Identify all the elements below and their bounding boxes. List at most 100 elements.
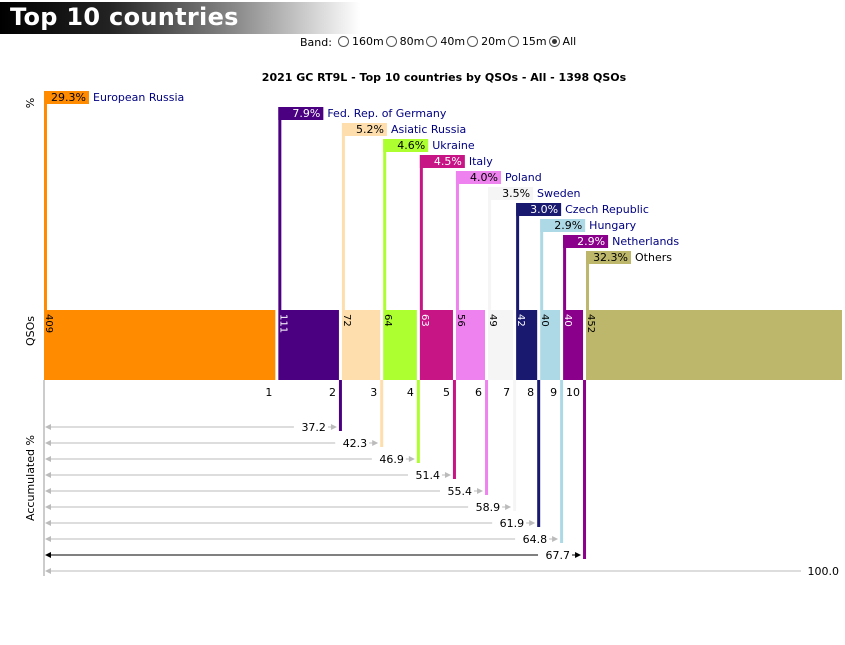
band-option-all[interactable]: All (548, 35, 577, 48)
band-option-80m[interactable]: 80m (385, 35, 425, 48)
percent-value-label: 4.6% (397, 139, 425, 152)
rank-label: 5 (443, 386, 450, 399)
percent-value-label: 2.9% (577, 235, 605, 248)
header-bar: Top 10 countries (0, 2, 360, 34)
percent-box (540, 219, 586, 232)
band-label: Band: (300, 36, 332, 49)
qso-value-label: 111 (277, 314, 288, 333)
percent-value-label: 4.5% (434, 155, 462, 168)
percent-value-label: 4.0% (470, 171, 498, 184)
accumulated-value-label: 46.9 (379, 453, 404, 466)
accumulated-label-bg (515, 532, 550, 546)
accumulated-value-label: 42.3 (343, 437, 368, 450)
band-option-label: All (562, 35, 577, 48)
percent-box (341, 123, 387, 136)
band-option-label: 40m (440, 35, 466, 48)
percent-box (488, 187, 534, 200)
country-name-label: Czech Republic (565, 203, 649, 216)
accumulated-arrowhead-right (444, 472, 451, 478)
country-name-label: Netherlands (612, 235, 679, 248)
bar-others (586, 310, 842, 380)
percent-box (419, 155, 465, 168)
qso-value-label: 72 (341, 314, 352, 327)
accumulated-value-label: 51.4 (415, 469, 440, 482)
band-radio[interactable] (507, 36, 519, 47)
rank-label: 3 (370, 386, 377, 399)
accumulated-value-label: 37.2 (301, 421, 326, 434)
country-name-label: Asiatic Russia (391, 123, 466, 136)
percent-value-label: 5.2% (356, 123, 384, 136)
accumulated-arrowhead-left (45, 424, 51, 430)
band-radio[interactable] (548, 36, 560, 47)
accumulated-arrowhead-left (45, 520, 51, 526)
qso-value-label: 40 (562, 314, 573, 327)
accumulated-arrowhead-left (45, 472, 51, 478)
qso-value-label: 42 (515, 314, 526, 327)
country-name-label: Others (635, 251, 672, 264)
country-name-label: Poland (505, 171, 542, 184)
accumulated-value-label: 100.0 (808, 565, 840, 578)
percent-box (563, 235, 609, 248)
percent-value-label: 3.5% (502, 187, 530, 200)
percent-box (278, 107, 324, 120)
rank-label: 2 (329, 386, 336, 399)
accumulated-label-bg (492, 516, 527, 530)
rank-label: 1 (265, 386, 272, 399)
band-option-label: 80m (399, 35, 425, 48)
band-option-40m[interactable]: 40m (426, 35, 465, 48)
page-title: Top 10 countries (10, 3, 239, 31)
accumulated-arrowhead-right (529, 520, 536, 526)
rank-label: 6 (475, 386, 482, 399)
band-option-15m[interactable]: 15m (507, 35, 547, 48)
country-name-label: Fed. Rep. of Germany (327, 107, 447, 120)
accumulated-value-label: 64.8 (523, 533, 548, 546)
rank-label: 4 (407, 386, 414, 399)
country-name-label: European Russia (93, 91, 184, 104)
band-option-label: 20m (481, 35, 506, 48)
accumulated-label-bg (371, 452, 406, 466)
band-radio[interactable] (385, 36, 397, 47)
band-radio[interactable] (467, 36, 479, 47)
band-option-20m[interactable]: 20m (467, 35, 506, 48)
bar-2 (278, 310, 339, 380)
country-name-label: Hungary (589, 219, 636, 232)
band-option-label: 160m (351, 35, 384, 48)
accumulated-arrowhead-left (45, 552, 51, 558)
accumulated-value-label: 61.9 (500, 517, 525, 530)
band-radio[interactable] (337, 36, 349, 47)
band-radio[interactable] (426, 36, 438, 47)
rank-label: 9 (550, 386, 557, 399)
accumulated-arrowhead-left (45, 536, 51, 542)
qso-value-label: 56 (455, 314, 466, 327)
accumulated-arrowhead-right (330, 424, 337, 430)
bar-10 (563, 310, 584, 380)
percent-axis-label: % (24, 98, 37, 108)
band-option-label: 15m (521, 35, 547, 48)
percent-value-label: 2.9% (554, 219, 582, 232)
bar-6 (455, 310, 486, 380)
percent-box (586, 251, 632, 264)
accumulated-arrowhead-right (552, 536, 559, 542)
percent-box (44, 91, 89, 104)
qso-axis-label: QSOs (24, 316, 37, 346)
accumulated-arrowhead-right (477, 488, 484, 494)
country-name-label: Italy (469, 155, 493, 168)
accumulated-arrowhead-left (45, 440, 51, 446)
band-option-160m[interactable]: 160m (337, 35, 384, 48)
percent-box (383, 139, 429, 152)
bar-7 (488, 310, 514, 380)
qso-value-label: 49 (487, 314, 498, 327)
rank-label: 7 (503, 386, 510, 399)
accumulated-arrowhead-left (45, 456, 51, 462)
accumulated-label-bg (440, 484, 475, 498)
percent-box (455, 171, 501, 184)
accumulated-value-label: 58.9 (476, 501, 501, 514)
bar-9 (540, 310, 561, 380)
accumulated-arrowhead-right (408, 456, 415, 462)
accumulated-axis-label: Accumulated % (24, 435, 37, 521)
percent-value-label: 32.3% (593, 251, 628, 264)
qso-value-label: 40 (539, 314, 550, 327)
accumulated-label-bg (335, 436, 370, 450)
accumulated-label-bg (293, 420, 328, 434)
